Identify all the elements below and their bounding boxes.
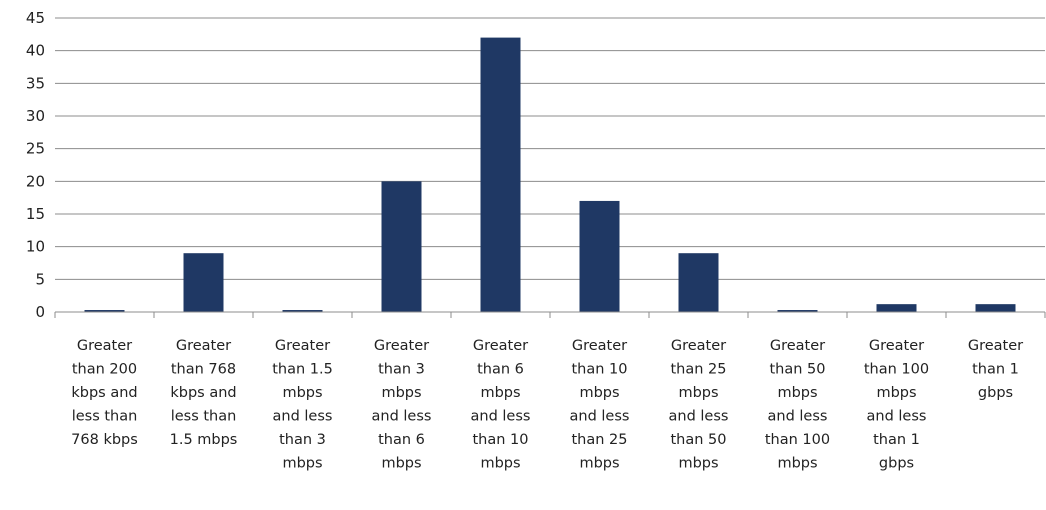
x-category-label: Greater than 1 gbps [968,338,1023,401]
x-category-label-line: and less [570,409,630,425]
x-category-label-line: than 3 [279,432,326,448]
x-category-label-line: and less [471,409,531,425]
x-category-label: Greater than 100 mbps and less than 1 gbps [864,338,929,472]
y-tick-label: 25 [26,140,45,158]
x-category-label: Greater than 3 mbps and less than 6 mbps [372,338,432,472]
x-category-label-line: Greater [968,338,1023,354]
x-category-label-line: than 1 [873,432,920,448]
x-category-label-line: mbps [777,385,817,401]
y-tick-label: 30 [26,107,45,125]
x-category-label-line: mbps [282,456,322,472]
x-category-label-line: and less [867,409,927,425]
y-tick-label: 20 [26,172,45,190]
x-category-label-line: and less [273,409,333,425]
x-category-label-line: gbps [879,456,914,472]
x-category-label-line: mbps [381,456,421,472]
x-category-label-line: Greater [869,338,924,354]
x-category-label-line: and less [768,409,828,425]
x-category-label: Greater than 50 mbps and less than 100 mbps [765,338,830,472]
y-axis-ticks: 0 5 10 15 20 25 30 35 40 45 [26,9,45,321]
bar [777,310,818,312]
x-category-label-line: than 3 [378,362,425,378]
bar [183,253,224,312]
x-category-label-line: Greater [671,338,726,354]
x-category-label-line: kbps and [71,385,137,401]
x-category-label-line: 1.5 mbps [170,432,238,448]
x-category-label: Greater than 25 mbps and less than 50 mbps [669,338,729,472]
gridlines [55,17,1045,280]
x-category-label-line: than 768 [171,362,236,378]
x-category-label-line: than 6 [378,432,425,448]
bar [579,200,620,312]
y-tick-label: 0 [35,303,45,321]
x-category-label-line: Greater [770,338,825,354]
bar [975,304,1016,312]
y-tick-label: 40 [26,42,45,60]
x-category-label: Greater than 768 kbps and less than 1.5 mbps [170,338,238,448]
x-category-label-line: than 50 [769,362,825,378]
y-tick-label: 15 [26,205,45,223]
x-category-label-line: mbps [678,385,718,401]
x-category-label: Greater than 200 kbps and less than 768 kbps [71,338,138,448]
x-category-label-line: Greater [473,338,528,354]
x-category-label-line: mbps [282,385,322,401]
x-category-label-line: mbps [381,385,421,401]
x-category-label-line: than 50 [670,432,726,448]
x-category-label: Greater than 10 mbps and less than 25 mbps [570,338,630,472]
x-category-label-line: 768 kbps [71,432,138,448]
x-category-label-line: mbps [579,385,619,401]
y-tick-label: 10 [26,238,45,256]
x-category-label-line: kbps and [170,385,236,401]
x-category-label-line: and less [669,409,729,425]
x-category-label-line: than 100 [864,362,929,378]
x-category-label-line: than 100 [765,432,830,448]
x-category-label-line: than 10 [472,432,528,448]
x-category-label-line: mbps [480,385,520,401]
x-category-label-line: mbps [678,456,718,472]
x-category-label: Greater than 1.5 mbps and less than 3 mbps [272,338,333,472]
x-category-label-line: than 6 [477,362,524,378]
x-category-label-line: Greater [572,338,627,354]
bar [480,37,521,312]
x-category-label-line: Greater [374,338,429,354]
y-tick-label: 45 [26,9,45,27]
x-category-label-line: less than [171,409,237,425]
x-category-label: Greater than 6 mbps and less than 10 mbps [471,338,531,472]
x-category-label-line: mbps [876,385,916,401]
bar [381,181,422,312]
x-category-label-line: Greater [77,338,132,354]
bar [84,310,125,312]
x-category-label-line: than 10 [571,362,627,378]
x-axis-labels: Greater than 200 kbps and less than 768 kbps… [54,312,1046,472]
y-tick-label: 5 [35,270,45,288]
bars [84,37,1016,312]
x-category-label-line: Greater [176,338,231,354]
x-category-label-line: than 25 [571,432,627,448]
x-category-label-line: mbps [579,456,619,472]
x-category-label-line: than 1.5 [272,362,333,378]
bar [678,253,719,312]
y-tick-label: 35 [26,74,45,92]
x-category-label-line: less than [72,409,138,425]
x-category-label-line: and less [372,409,432,425]
x-category-label-line: mbps [480,456,520,472]
x-category-label-line: than 200 [72,362,137,378]
x-category-label-line: than 25 [670,362,726,378]
x-category-label-line: than 1 [972,362,1019,378]
x-category-label-line: gbps [978,385,1013,401]
bar [876,304,917,312]
bar [282,310,323,312]
x-category-label-line: Greater [275,338,330,354]
x-category-label-line: mbps [777,456,817,472]
